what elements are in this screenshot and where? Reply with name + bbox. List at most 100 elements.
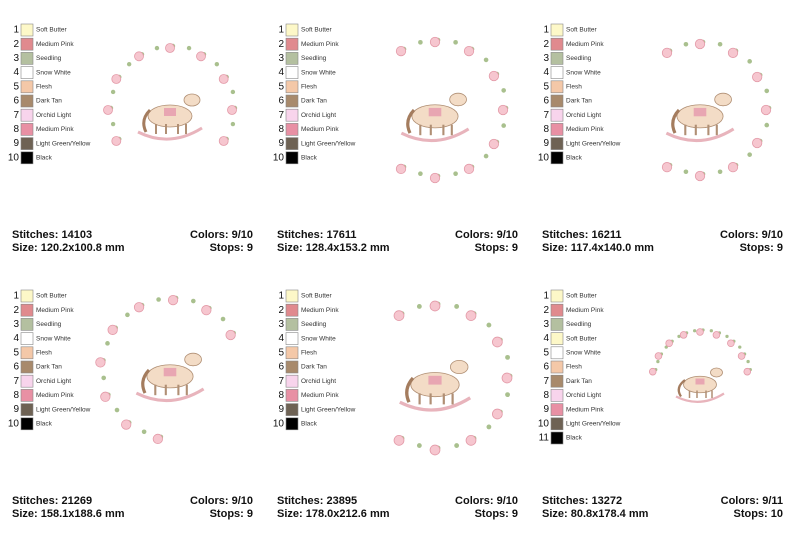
color-swatch bbox=[20, 360, 34, 374]
color-name: Light Green/Yellow bbox=[566, 421, 621, 428]
horse-body bbox=[410, 372, 460, 398]
color-name: Flesh bbox=[566, 84, 582, 91]
color-swatch bbox=[20, 23, 34, 37]
color-number: 10 bbox=[273, 152, 285, 163]
rose bbox=[694, 170, 706, 182]
color-name: Flesh bbox=[301, 84, 317, 91]
color-swatch bbox=[550, 23, 564, 37]
color-count: Colors: 9/10 bbox=[455, 495, 518, 507]
horse-mane bbox=[406, 108, 416, 134]
color-number: 7 bbox=[13, 110, 19, 121]
rose bbox=[111, 74, 122, 84]
color-swatch bbox=[20, 137, 34, 150]
rose bbox=[218, 136, 229, 146]
rose bbox=[760, 104, 772, 116]
horse-head bbox=[449, 92, 467, 107]
leaf bbox=[453, 40, 458, 45]
rose bbox=[497, 104, 509, 116]
rose bbox=[395, 163, 407, 175]
color-swatch bbox=[20, 52, 34, 65]
color-swatch bbox=[550, 151, 564, 165]
leaf bbox=[505, 354, 510, 360]
color-number: 3 bbox=[278, 319, 284, 330]
color-swatch bbox=[285, 403, 299, 416]
color-number: 3 bbox=[13, 53, 19, 64]
leaf bbox=[186, 45, 192, 51]
color-number: 6 bbox=[543, 362, 549, 373]
color-swatch bbox=[285, 151, 299, 165]
color-name: Soft Butter bbox=[566, 293, 598, 300]
leaf bbox=[683, 41, 689, 47]
color-swatch bbox=[20, 37, 34, 51]
stop-count: Stops: 9 bbox=[475, 242, 518, 254]
rose bbox=[100, 391, 111, 402]
color-name: Orchid Light bbox=[566, 112, 601, 119]
color-number: 5 bbox=[278, 347, 284, 358]
rose bbox=[492, 336, 503, 348]
rose bbox=[737, 352, 746, 360]
design-panel: 1 Soft Butter 2 Medium Pink 3 Seedling 4 Snow W… bbox=[273, 289, 518, 520]
leaf bbox=[416, 304, 422, 309]
leaf bbox=[454, 304, 460, 309]
color-swatch bbox=[550, 94, 564, 108]
leaf bbox=[114, 407, 120, 413]
leaf bbox=[105, 341, 110, 346]
color-count: Colors: 9/10 bbox=[190, 229, 253, 241]
color-swatch bbox=[20, 80, 34, 94]
color-number: 10 bbox=[273, 418, 285, 429]
rose bbox=[152, 433, 163, 445]
color-number: 5 bbox=[13, 81, 19, 92]
leaf bbox=[747, 59, 752, 64]
leaf bbox=[747, 152, 752, 157]
color-swatch bbox=[285, 80, 299, 94]
rocker bbox=[675, 392, 725, 403]
color-name: Medium Pink bbox=[36, 41, 74, 48]
color-swatch bbox=[285, 108, 299, 122]
color-name: Seedling bbox=[301, 321, 327, 328]
color-swatch bbox=[20, 289, 34, 303]
leaf bbox=[501, 88, 506, 93]
color-swatch bbox=[550, 52, 564, 65]
color-name: Black bbox=[36, 155, 53, 162]
color-name: Medium Pink bbox=[566, 307, 604, 314]
rose bbox=[395, 45, 407, 57]
rose bbox=[429, 444, 441, 456]
stop-count: Stops: 9 bbox=[740, 242, 783, 254]
saddle bbox=[695, 378, 705, 385]
color-number: 1 bbox=[13, 25, 19, 36]
color-name: Black bbox=[566, 435, 583, 442]
color-name: Medium Pink bbox=[301, 126, 339, 133]
color-number: 7 bbox=[278, 376, 284, 387]
color-swatch bbox=[20, 108, 34, 122]
color-name: Light Green/Yellow bbox=[301, 140, 356, 147]
color-name: Soft Butter bbox=[301, 293, 333, 300]
leaf bbox=[717, 169, 723, 175]
design-size: Size: 178.0x212.6 mm bbox=[277, 508, 390, 520]
leaf bbox=[483, 57, 489, 63]
color-swatch bbox=[285, 94, 299, 108]
color-swatch bbox=[285, 417, 299, 431]
leaf bbox=[683, 169, 689, 175]
color-name: Orchid Light bbox=[36, 378, 71, 385]
color-name: Dark Tan bbox=[301, 98, 327, 105]
color-number: 9 bbox=[278, 404, 284, 415]
rose bbox=[679, 331, 688, 339]
design-panel: 1 Soft Butter 2 Medium Pink 3 Seedling 4 Snow W… bbox=[8, 23, 253, 254]
stop-count: Stops: 9 bbox=[475, 508, 518, 520]
color-name: Medium Pink bbox=[36, 307, 74, 314]
color-number: 8 bbox=[543, 124, 549, 135]
design-size: Size: 117.4x140.0 mm bbox=[542, 242, 654, 254]
color-name: Medium Pink bbox=[566, 41, 604, 48]
color-number: 3 bbox=[543, 319, 549, 330]
color-count: Colors: 9/10 bbox=[720, 229, 783, 241]
color-name: Medium Pink bbox=[566, 126, 604, 133]
color-name: Soft Butter bbox=[566, 27, 598, 34]
horse-mane bbox=[405, 376, 415, 403]
saddle bbox=[163, 367, 177, 377]
rose bbox=[696, 328, 704, 336]
color-name: Seedling bbox=[566, 55, 592, 62]
leaf bbox=[230, 121, 236, 127]
rose bbox=[727, 162, 739, 173]
color-swatch bbox=[285, 346, 299, 360]
rose bbox=[107, 324, 118, 335]
